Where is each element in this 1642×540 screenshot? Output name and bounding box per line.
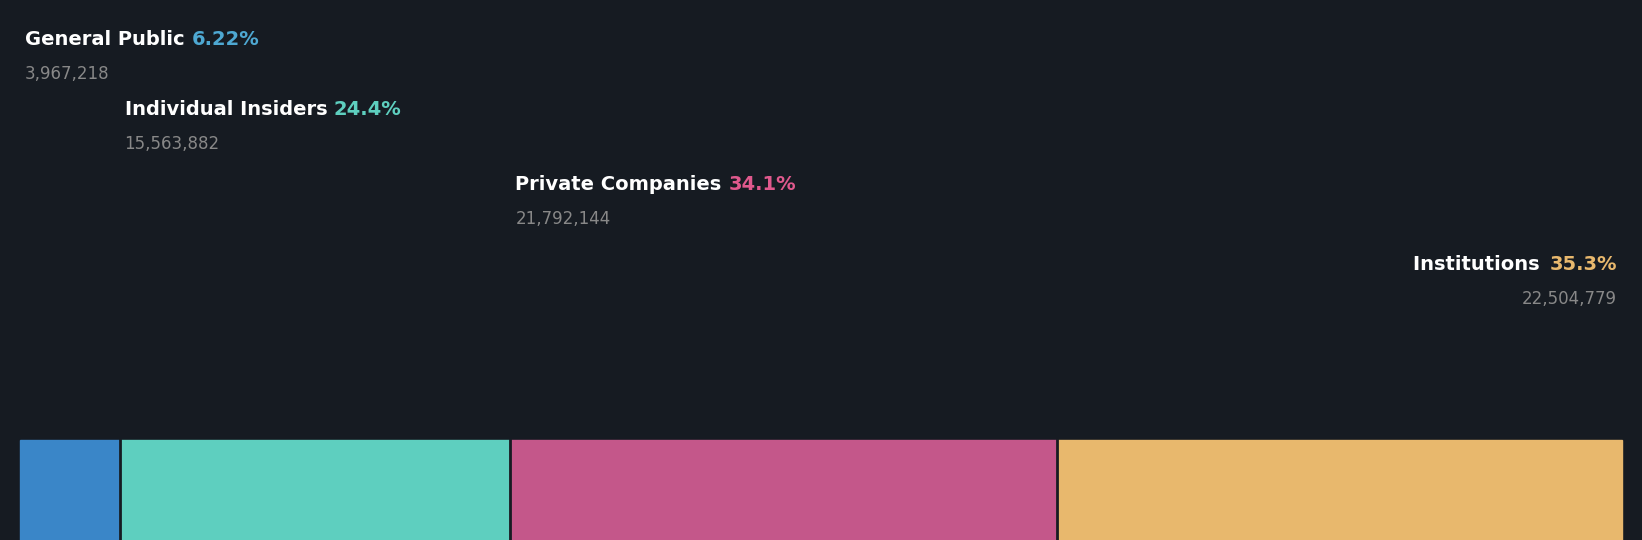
Bar	[20, 440, 120, 540]
Text: Individual Insiders: Individual Insiders	[125, 100, 333, 119]
Text: 22,504,779: 22,504,779	[1522, 290, 1617, 308]
Bar	[1056, 440, 1622, 540]
Text: 21,792,144: 21,792,144	[516, 210, 611, 228]
Text: Private Companies: Private Companies	[516, 175, 729, 194]
Bar	[511, 440, 1056, 540]
Text: 6.22%: 6.22%	[192, 30, 259, 49]
Bar	[120, 440, 511, 540]
Text: 3,967,218: 3,967,218	[25, 65, 110, 83]
Text: General Public: General Public	[25, 30, 192, 49]
Text: 15,563,882: 15,563,882	[125, 135, 220, 153]
Text: 24.4%: 24.4%	[333, 100, 402, 119]
Text: 35.3%: 35.3%	[1550, 255, 1617, 274]
Text: 34.1%: 34.1%	[729, 175, 796, 194]
Text: Institutions: Institutions	[1414, 255, 1547, 274]
